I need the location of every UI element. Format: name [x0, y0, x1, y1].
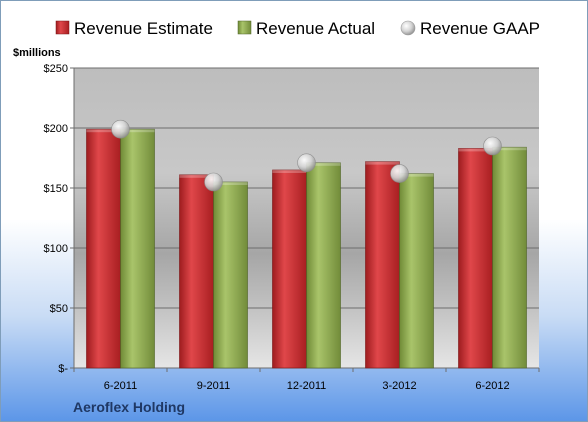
legend-label-estimate: Revenue Estimate	[74, 19, 213, 38]
bar-1-0	[120, 128, 155, 369]
bar-cap-0-1	[179, 174, 214, 178]
bar-cap-0-2	[272, 170, 307, 173]
bar-0-4	[458, 148, 493, 369]
y-tick-label-3: $150	[44, 183, 68, 195]
y-tick-label-2: $100	[44, 243, 68, 255]
legend-label-actual: Revenue Actual	[256, 19, 375, 38]
legend-swatch-actual	[237, 20, 252, 35]
bar-1-1	[213, 181, 248, 369]
bar-1-4	[492, 146, 527, 369]
unit-label: $millions	[13, 47, 61, 59]
bar-cap-1-2	[306, 162, 341, 166]
legend-marker-gaap	[400, 20, 416, 36]
y-tick-label-1: $50	[50, 303, 68, 315]
bar-cap-0-0	[86, 129, 121, 133]
gaap-marker-1	[204, 172, 223, 192]
bar-cap-1-0	[120, 129, 155, 133]
x-tick-label-2: 12-2011	[287, 380, 327, 392]
bar-0-2	[272, 169, 307, 369]
bar-1-3	[399, 173, 434, 369]
bar-cap-0-3	[365, 161, 400, 165]
bar-0-3	[365, 161, 400, 369]
y-tick-label-4: $200	[44, 123, 68, 135]
gaap-marker-0	[111, 119, 130, 139]
bar-cap-1-1	[213, 182, 248, 185]
gaap-markers	[111, 119, 502, 192]
gaap-marker-2	[297, 153, 316, 173]
y-tick-label-0: $-	[58, 363, 68, 375]
bar-cap-1-4	[492, 147, 527, 151]
company-name: Aeroflex Holding	[73, 399, 185, 415]
gaap-marker-3	[390, 164, 409, 183]
bar-0-0	[86, 128, 121, 369]
x-axis-ticks: 6-2011 9-2011 12-2011 3-2012 6-2012	[73, 368, 540, 392]
x-tick-label-0: 6-2011	[104, 380, 137, 392]
y-tick-label-5: $250	[44, 63, 68, 75]
bar-0-1	[179, 174, 214, 369]
x-tick-label-3: 3-2012	[382, 380, 416, 392]
bar-cap-0-4	[458, 148, 493, 152]
gaap-marker-4	[483, 136, 502, 156]
legend-label-gaap: Revenue GAAP	[420, 19, 540, 38]
bars	[86, 128, 527, 369]
x-tick-label-4: 6-2012	[475, 380, 509, 392]
bar-cap-1-3	[399, 173, 434, 177]
legend-swatch-estimate	[55, 20, 70, 35]
x-tick-label-1: 9-2011	[197, 380, 230, 392]
legend: Revenue Estimate Revenue Actual Revenue …	[55, 19, 540, 38]
bar-1-2	[306, 162, 341, 369]
